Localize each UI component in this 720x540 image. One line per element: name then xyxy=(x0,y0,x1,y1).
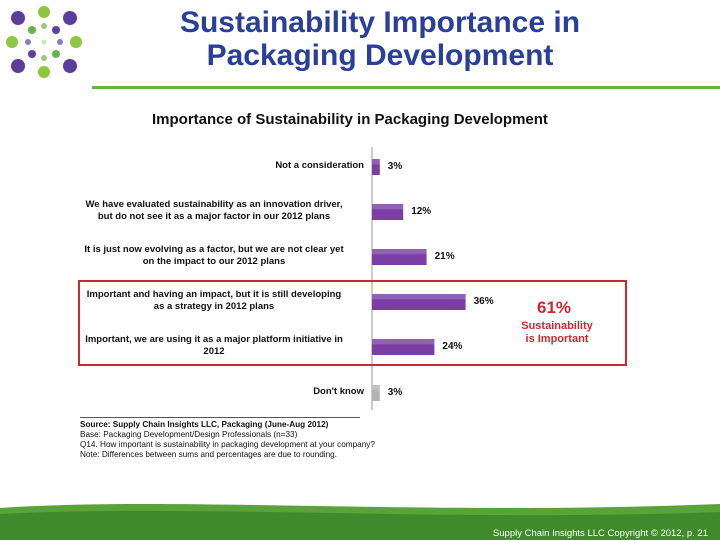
footer-wave xyxy=(0,504,720,540)
category-label-line: We have evaluated sustainability as an i… xyxy=(85,199,343,210)
bar-highlight-4 xyxy=(372,339,435,345)
category-label-line: 2012 xyxy=(203,346,225,357)
page-title: Sustainability Importance in Packaging D… xyxy=(120,6,640,72)
category-label-line: Don't know xyxy=(313,386,364,397)
notes-divider xyxy=(80,417,360,418)
bar-3 xyxy=(372,294,466,310)
title-divider xyxy=(92,86,720,89)
value-label-5: 3% xyxy=(387,387,403,398)
page-title-line2: Packaging Development xyxy=(206,39,554,72)
source-notes: Source: Supply Chain Insights LLC, Packa… xyxy=(80,420,375,460)
bar-4 xyxy=(372,339,435,355)
question-line: Q14. How important is sustainability in … xyxy=(80,440,375,449)
value-label-3: 36% xyxy=(473,296,494,307)
value-label-2: 21% xyxy=(434,251,455,262)
bar-5 xyxy=(372,385,380,401)
category-label-1: We have evaluated sustainability as an i… xyxy=(64,199,364,223)
bar-1 xyxy=(372,204,404,220)
footer-copyright: Supply Chain Insights LLC Copyright © 20… xyxy=(492,528,708,539)
value-label-1: 12% xyxy=(411,206,432,217)
page-title-line1: Sustainability Importance in xyxy=(179,6,581,39)
dot-circle-logo-icon xyxy=(6,6,82,78)
category-label-0: Not a consideration xyxy=(64,160,364,172)
category-label-line: Important and having an impact, but it i… xyxy=(86,289,342,300)
bar-highlight-3 xyxy=(372,294,466,300)
category-label-2: It is just now evolving as a factor, but… xyxy=(64,244,364,268)
category-label-line: Not a consideration xyxy=(275,160,364,171)
note-line: Note: Differences between sums and perce… xyxy=(80,450,338,459)
category-label-3: Important and having an impact, but it i… xyxy=(64,289,364,313)
callout-line2: is Important xyxy=(525,332,589,345)
category-label-line: It is just now evolving as a factor, but… xyxy=(84,244,344,255)
bar-0 xyxy=(372,159,380,175)
category-label-line: but do not see it as a major factor in o… xyxy=(97,211,331,222)
category-label-line: on the impact to our 2012 plans xyxy=(142,256,286,267)
category-label-5: Don't know xyxy=(64,386,364,398)
source-line: Source: Supply Chain Insights LLC, Packa… xyxy=(80,420,329,429)
bar-highlight-5 xyxy=(372,385,380,391)
chart-title: Importance of Sustainability in Packagin… xyxy=(152,111,548,128)
base-line: Base: Packaging Development/Design Profe… xyxy=(80,430,298,439)
value-label-4: 24% xyxy=(442,341,463,352)
category-label-4: Important, we are using it as a major pl… xyxy=(64,334,364,358)
callout-percentage: 61% xyxy=(537,298,572,317)
bar-highlight-2 xyxy=(372,249,427,255)
value-label-0: 3% xyxy=(387,161,403,172)
bar-2 xyxy=(372,249,427,265)
category-label-line: Important, we are using it as a major pl… xyxy=(85,334,343,345)
callout-label: Sustainability is Important xyxy=(510,320,604,345)
highlight-box xyxy=(78,280,627,366)
callout-line1: Sustainability xyxy=(521,320,593,332)
bar-highlight-0 xyxy=(372,159,380,165)
category-label-line: as a strategy in 2012 plans xyxy=(153,301,275,312)
bar-highlight-1 xyxy=(372,204,404,210)
